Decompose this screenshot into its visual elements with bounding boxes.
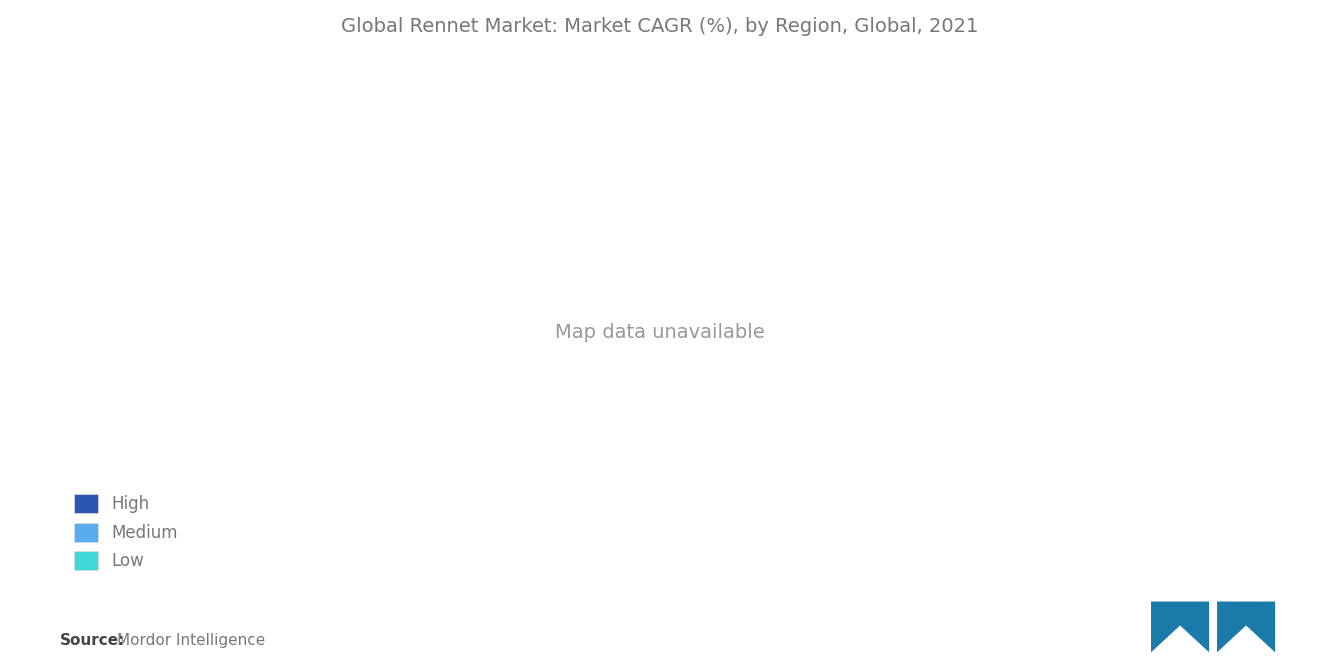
Text: Mordor Intelligence: Mordor Intelligence: [117, 633, 265, 648]
Legend: High, Medium, Low: High, Medium, Low: [67, 487, 185, 577]
Text: Global Rennet Market: Market CAGR (%), by Region, Global, 2021: Global Rennet Market: Market CAGR (%), b…: [342, 17, 978, 36]
Text: Map data unavailable: Map data unavailable: [556, 323, 764, 342]
Text: Source:: Source:: [59, 633, 125, 648]
